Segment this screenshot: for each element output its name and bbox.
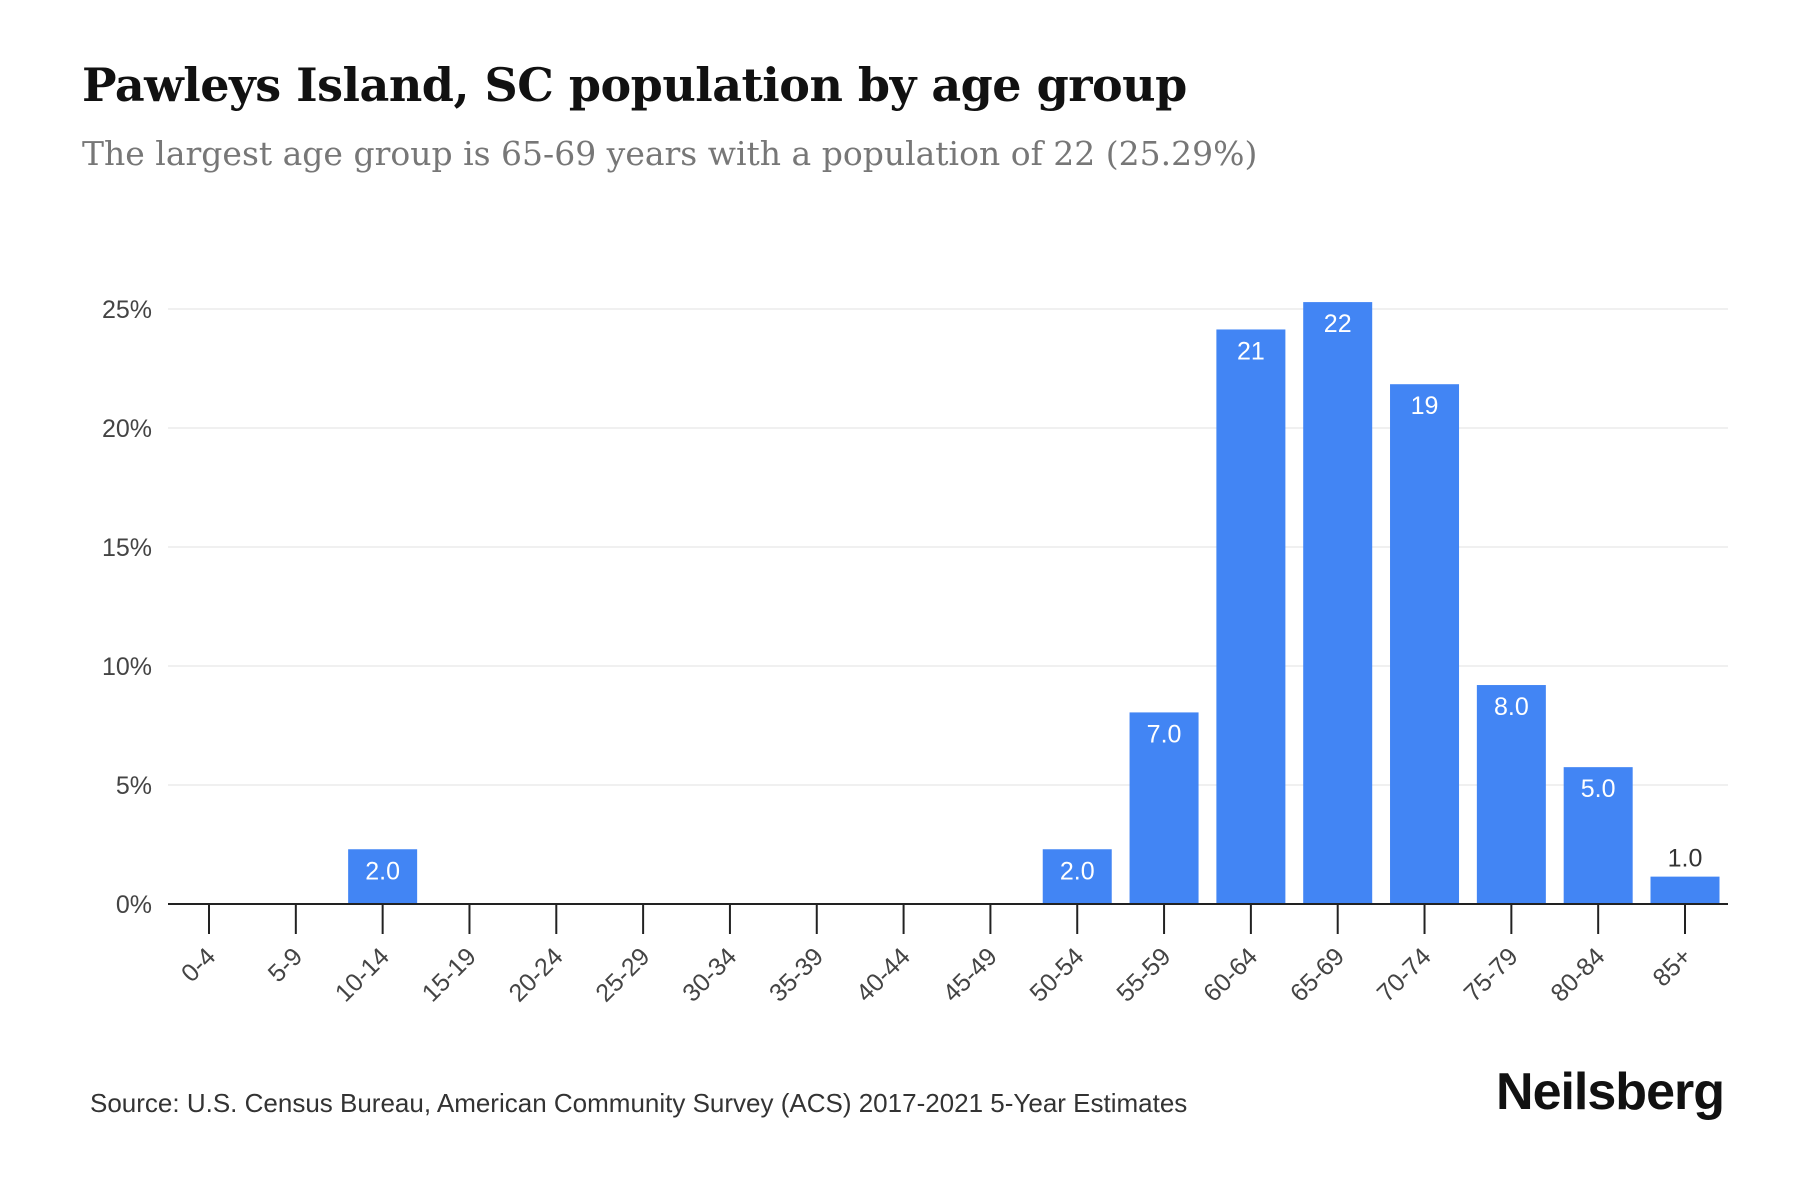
y-tick-label: 10% — [102, 653, 152, 681]
x-tick-label: 45-49 — [938, 942, 1003, 1007]
bar — [348, 849, 418, 904]
grid-lines — [168, 308, 1728, 786]
brand-logo: Neilsberg — [1496, 1063, 1725, 1121]
source-note: Source: U.S. Census Bureau, American Com… — [90, 1088, 1188, 1118]
x-tick-label: 60-64 — [1198, 942, 1263, 1007]
bar — [1216, 329, 1286, 904]
x-tick-label: 10-14 — [330, 942, 395, 1007]
bar — [1650, 876, 1720, 904]
y-axis-tick-labels: 0% 5% 10% 15% 20% 25% — [102, 296, 152, 919]
x-tick-label: 70-74 — [1372, 942, 1437, 1007]
bar — [1476, 685, 1546, 904]
bar-data-label: 8.0 — [1494, 693, 1529, 721]
chart-title: Pawleys Island, SC population by age gro… — [82, 58, 1187, 112]
y-tick-label: 25% — [102, 296, 152, 324]
bar — [1042, 849, 1112, 904]
x-axis-tick-labels: 0-4 5-9 10-14 15-19 20-24 25-29 30-34 35-39 40-4… — [176, 942, 1697, 1007]
x-tick-label: 40-44 — [851, 942, 916, 1007]
y-tick-label: 5% — [116, 772, 152, 800]
bar-data-label: 21 — [1237, 337, 1265, 365]
x-tick-label: 85+ — [1647, 942, 1697, 992]
bar — [1390, 384, 1460, 904]
bar-chart: 0% 5% 10% 15% 20% 25% 2.0 2.0 7.0 21 22 19 8.0 5.0 1.… — [102, 296, 1728, 1007]
bar-data-label: 19 — [1411, 392, 1439, 420]
bar-data-label: 2.0 — [365, 857, 400, 885]
x-tick-label: 50-54 — [1024, 942, 1089, 1007]
bar — [1129, 712, 1199, 904]
bar-data-label: 2.0 — [1060, 857, 1095, 885]
x-tick-label: 5-9 — [263, 942, 308, 987]
x-tick-label: 0-4 — [176, 942, 221, 987]
x-tick-label: 80-84 — [1545, 942, 1610, 1007]
x-tick-label: 65-69 — [1285, 942, 1350, 1007]
bar-data-label: 7.0 — [1147, 720, 1182, 748]
chart-subtitle: The largest age group is 65-69 years wit… — [82, 134, 1258, 173]
x-axis — [168, 903, 1728, 934]
bar-data-label: 1.0 — [1668, 845, 1703, 873]
y-tick-label: 0% — [116, 891, 152, 919]
bar-data-labels: 2.0 2.0 7.0 21 22 19 8.0 5.0 1.0 — [365, 310, 1702, 885]
bar-data-label: 5.0 — [1581, 775, 1616, 803]
bar-data-label: 22 — [1324, 310, 1352, 338]
x-tick-label: 15-19 — [417, 942, 482, 1007]
bar — [1563, 767, 1633, 904]
x-tick-label: 25-29 — [590, 942, 655, 1007]
x-tick-label: 30-34 — [677, 942, 742, 1007]
x-tick-label: 35-39 — [764, 942, 829, 1007]
x-tick-label: 55-59 — [1111, 942, 1176, 1007]
y-tick-label: 15% — [102, 534, 152, 562]
x-tick-label: 20-24 — [504, 942, 569, 1007]
y-tick-label: 20% — [102, 415, 152, 443]
bar — [1303, 302, 1373, 904]
bars — [348, 302, 1720, 904]
x-tick-label: 75-79 — [1459, 942, 1524, 1007]
